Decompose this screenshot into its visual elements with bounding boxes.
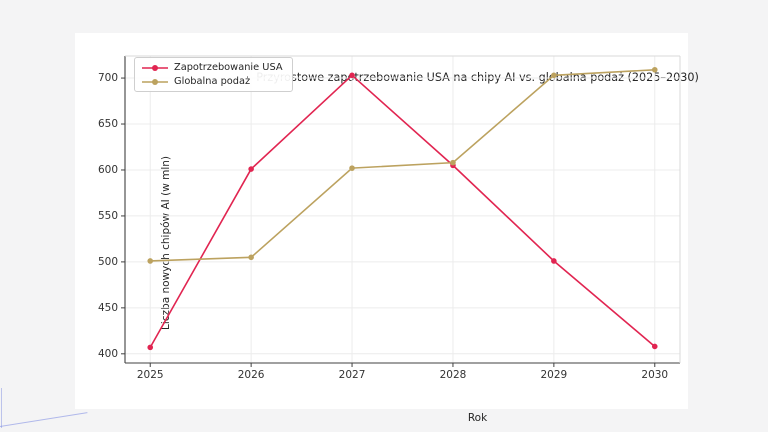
legend-label: Globalna podaż [174, 76, 251, 87]
y-tick-label: 600 [97, 163, 118, 176]
x-tick-label: 2028 [439, 369, 467, 381]
x-tick-label: 2025 [136, 369, 164, 381]
y-tick-label: 650 [97, 118, 118, 131]
x-tick-label: 2029 [540, 369, 568, 381]
x-tick-label: 2026 [237, 369, 265, 381]
corner-artifact [0, 412, 88, 429]
legend: Zapotrzebowanie USA Globalna podaż [134, 57, 293, 92]
legend-item: Globalna podaż [142, 76, 283, 87]
y-axis-label: Liczba nowych chipów AI (w mln) [160, 155, 172, 331]
y-tick-label: 500 [97, 255, 118, 268]
y-tick-label: 450 [97, 301, 118, 314]
y-tick-label: 400 [97, 347, 118, 360]
x-axis-label: Rok [467, 412, 488, 424]
x-tick-label: 2030 [641, 369, 669, 381]
corner-artifact [1, 388, 2, 428]
legend-line-marker-icon [142, 64, 168, 71]
legend-item: Zapotrzebowanie USA [142, 62, 283, 73]
legend-label: Zapotrzebowanie USA [174, 62, 283, 73]
y-tick-label: 700 [97, 72, 118, 85]
legend-line-marker-icon [142, 78, 168, 85]
y-tick-label: 550 [97, 209, 118, 222]
x-tick-label: 2027 [338, 369, 366, 381]
